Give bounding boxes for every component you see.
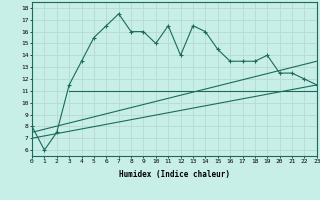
X-axis label: Humidex (Indice chaleur): Humidex (Indice chaleur) (119, 170, 230, 179)
